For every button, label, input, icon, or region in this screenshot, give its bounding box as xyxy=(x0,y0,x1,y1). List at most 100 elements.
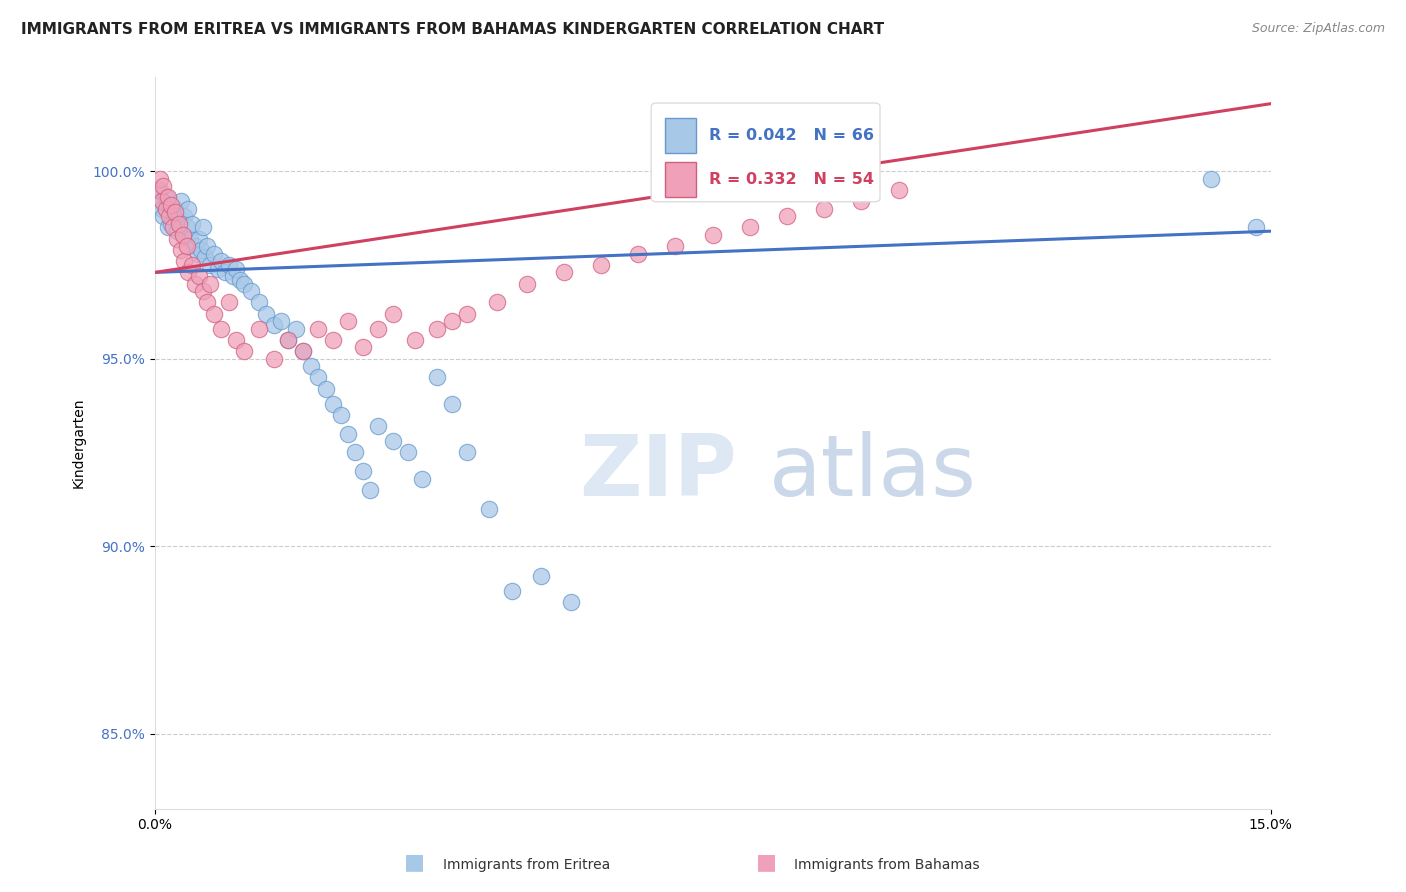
Point xyxy=(411,472,433,486)
Point xyxy=(530,569,553,583)
Point xyxy=(162,220,184,235)
Point xyxy=(149,183,172,197)
Point xyxy=(441,314,464,328)
Point xyxy=(247,295,270,310)
Y-axis label: Kindergarten: Kindergarten xyxy=(72,398,86,488)
Point xyxy=(149,171,172,186)
Point xyxy=(1244,220,1267,235)
Point xyxy=(232,277,254,291)
Point xyxy=(156,190,179,204)
Point xyxy=(157,198,180,212)
Point xyxy=(478,501,501,516)
Point xyxy=(851,194,873,209)
Point xyxy=(359,483,381,497)
Point xyxy=(184,277,207,291)
Point xyxy=(202,307,225,321)
Point xyxy=(270,314,292,328)
Point xyxy=(456,445,478,459)
Point xyxy=(589,258,612,272)
Point xyxy=(225,333,247,347)
Point xyxy=(160,217,183,231)
Text: ■: ■ xyxy=(405,853,425,872)
Point xyxy=(456,307,478,321)
Point xyxy=(1199,171,1222,186)
Point xyxy=(160,198,183,212)
FancyBboxPatch shape xyxy=(665,118,696,153)
Point xyxy=(155,190,177,204)
Point xyxy=(165,202,187,216)
Point xyxy=(191,284,214,298)
Point xyxy=(501,584,523,599)
Point xyxy=(195,295,218,310)
Point xyxy=(813,202,835,216)
Point xyxy=(221,269,243,284)
Text: Immigrants from Bahamas: Immigrants from Bahamas xyxy=(794,858,980,872)
Point xyxy=(315,382,337,396)
Point xyxy=(553,265,575,279)
Point xyxy=(225,261,247,276)
Point xyxy=(172,227,194,242)
Text: ■: ■ xyxy=(756,853,776,872)
Point xyxy=(152,179,174,194)
Point xyxy=(167,217,190,231)
Point xyxy=(202,246,225,260)
Text: R = 0.042   N = 66: R = 0.042 N = 66 xyxy=(709,128,875,143)
Text: IMMIGRANTS FROM ERITREA VS IMMIGRANTS FROM BAHAMAS KINDERGARTEN CORRELATION CHAR: IMMIGRANTS FROM ERITREA VS IMMIGRANTS FR… xyxy=(21,22,884,37)
Point xyxy=(218,295,240,310)
FancyBboxPatch shape xyxy=(665,161,696,196)
Point xyxy=(277,333,299,347)
Point xyxy=(148,183,170,197)
Point xyxy=(148,194,170,209)
Point xyxy=(200,277,222,291)
Point xyxy=(188,269,211,284)
Point xyxy=(150,202,173,216)
Point xyxy=(156,220,179,235)
Point xyxy=(177,265,200,279)
Point xyxy=(173,209,195,223)
Point xyxy=(404,333,426,347)
Point xyxy=(152,209,174,223)
Point xyxy=(381,307,404,321)
Point xyxy=(738,220,761,235)
Point xyxy=(664,239,686,253)
Point xyxy=(426,370,449,384)
Point xyxy=(337,426,360,441)
Point xyxy=(166,224,188,238)
Point xyxy=(352,341,374,355)
Point xyxy=(627,246,650,260)
Text: atlas: atlas xyxy=(769,431,976,514)
Point xyxy=(214,265,236,279)
Point xyxy=(218,258,240,272)
Point xyxy=(277,333,299,347)
Point xyxy=(150,194,173,209)
Point xyxy=(194,251,217,265)
Point xyxy=(322,397,344,411)
Point xyxy=(165,205,187,219)
Point xyxy=(516,277,538,291)
Point xyxy=(190,243,212,257)
Point xyxy=(263,351,285,366)
Point xyxy=(337,314,360,328)
Point xyxy=(191,220,214,235)
Point xyxy=(292,344,315,359)
Point xyxy=(292,344,315,359)
Point xyxy=(441,397,464,411)
Point xyxy=(187,246,209,260)
Point xyxy=(352,464,374,478)
Point xyxy=(776,209,799,223)
FancyBboxPatch shape xyxy=(651,103,880,202)
Point xyxy=(207,261,229,276)
Point xyxy=(180,258,202,272)
Point xyxy=(177,202,200,216)
Point xyxy=(179,232,201,246)
Point xyxy=(184,239,207,253)
Text: ZIP: ZIP xyxy=(579,431,737,514)
Point xyxy=(284,321,307,335)
Point xyxy=(167,213,190,227)
Point xyxy=(322,333,344,347)
Point xyxy=(176,220,198,235)
Point xyxy=(485,295,508,310)
Point xyxy=(344,445,367,459)
Point xyxy=(247,321,270,335)
Point xyxy=(702,227,724,242)
